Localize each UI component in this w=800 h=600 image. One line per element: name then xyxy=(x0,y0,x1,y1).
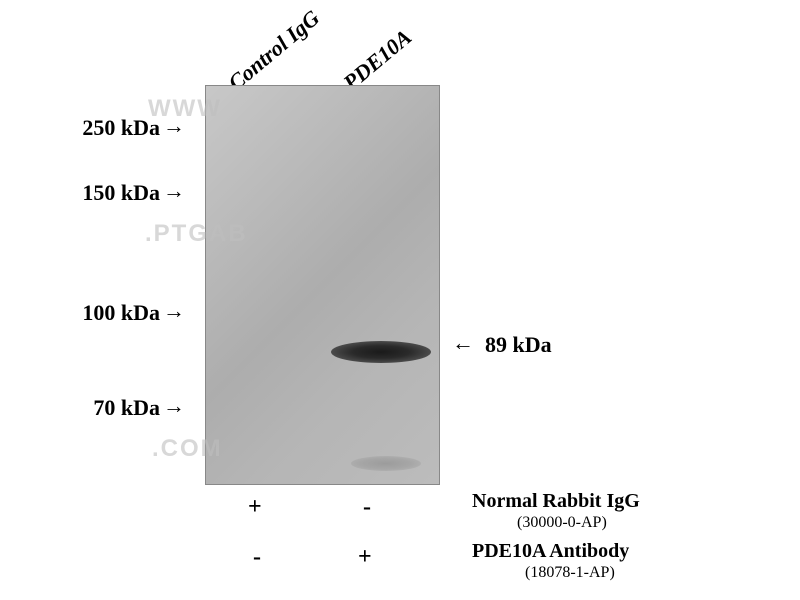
band-label-89: 89 kDa xyxy=(485,332,552,358)
marker-arrow-250: → xyxy=(163,113,185,139)
marker-100: 100 kDa xyxy=(65,300,160,326)
lane-label-control: Control IgG xyxy=(223,5,324,96)
matrix-r1-c2: - xyxy=(363,494,371,521)
marker-arrow-150: → xyxy=(163,178,185,204)
marker-70: 70 kDa xyxy=(65,395,160,421)
legend-normal-igg: Normal Rabbit IgG xyxy=(472,490,640,513)
figure-container: Control IgG PDE10A WWW .PTGAB .COM 250 k… xyxy=(0,0,800,600)
matrix-r2-c2: + xyxy=(358,544,372,571)
faint-band xyxy=(351,456,421,471)
matrix-r1-c1: + xyxy=(248,494,262,521)
band-arrow: ← xyxy=(452,330,474,356)
matrix-r2-c1: - xyxy=(253,544,261,571)
marker-250: 250 kDa xyxy=(65,115,160,141)
blot-membrane xyxy=(205,85,440,485)
marker-arrow-70: → xyxy=(163,393,185,419)
legend-pde10a-ab: PDE10A Antibody xyxy=(472,540,629,563)
legend-normal-igg-cat: (30000-0-AP) xyxy=(517,514,607,532)
watermark-mid: .PTGAB xyxy=(145,220,248,248)
lane-label-text: Control IgG xyxy=(223,5,324,95)
watermark-bot: .COM xyxy=(152,435,223,463)
marker-150: 150 kDa xyxy=(65,180,160,206)
marker-arrow-100: → xyxy=(163,298,185,324)
legend-pde10a-ab-cat: (18078-1-AP) xyxy=(525,564,615,582)
protein-band-89kda xyxy=(331,341,431,363)
